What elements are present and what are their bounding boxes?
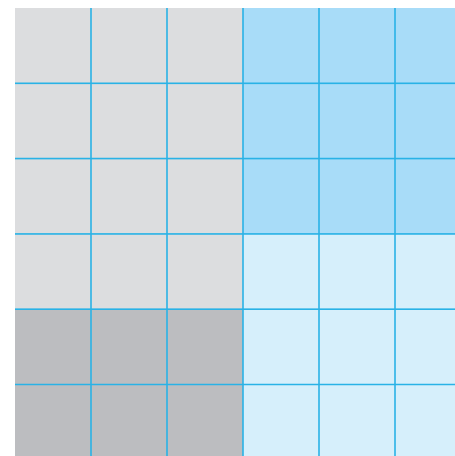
middle-right-region bbox=[243, 233, 455, 456]
bottom-left-region bbox=[15, 309, 243, 456]
top-right-region bbox=[243, 8, 455, 234]
grid-lines bbox=[15, 8, 455, 456]
regions-layer bbox=[15, 8, 455, 456]
